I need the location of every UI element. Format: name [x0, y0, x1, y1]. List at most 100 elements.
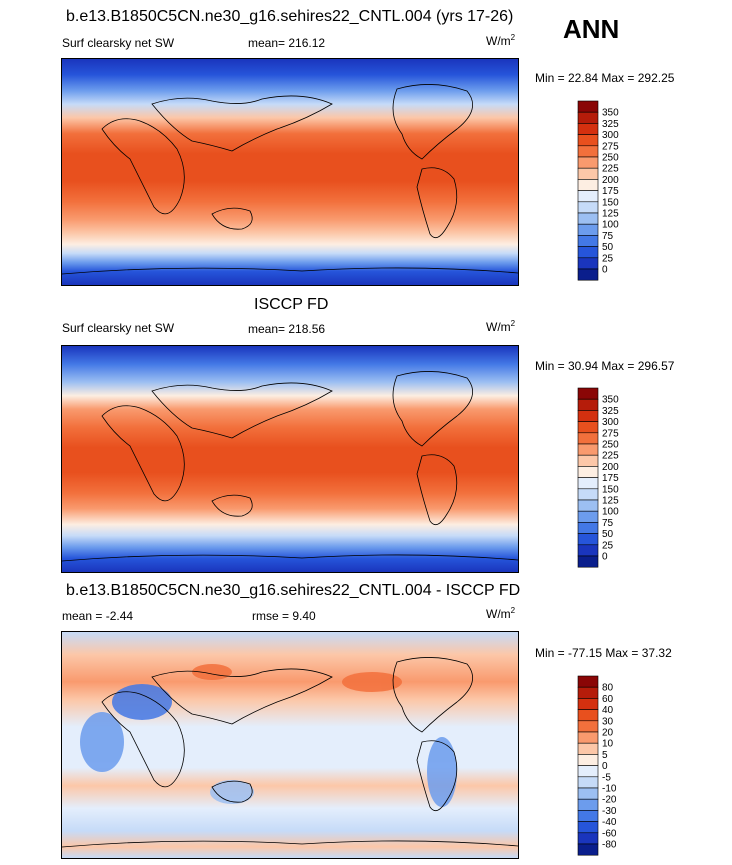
panel-obs-min-max: Min = 30.94 Max = 296.57 — [535, 359, 675, 373]
colorbar-level-label: 100 — [602, 507, 619, 518]
colorbar-box — [577, 720, 599, 733]
colorbar-box — [577, 798, 599, 811]
colorbar-box — [577, 268, 599, 281]
colorbar-level-label: 300 — [602, 417, 619, 428]
colorbar-level-label: 100 — [602, 220, 619, 231]
colorbar-box — [577, 787, 599, 800]
colorbar-level-label: 75 — [602, 518, 614, 529]
colorbar-box — [577, 156, 599, 169]
panel-model-min-max: Min = 22.84 Max = 292.25 — [535, 71, 675, 85]
colorbar-level-label: 250 — [602, 153, 619, 164]
panel-model-units: W/m2 — [486, 33, 516, 49]
colorbar-level-label: 175 — [602, 186, 619, 197]
colorbar-box — [577, 843, 599, 856]
colorbar-level-label: 325 — [602, 119, 619, 130]
colorbar-box — [577, 212, 599, 225]
colorbar-box — [577, 742, 599, 755]
colorbar-level-label: 40 — [602, 705, 614, 716]
panel-diff-title: b.e13.B1850C5CN.ne30_g16.sehires22_CNTL.… — [66, 582, 521, 599]
colorbar-level-label: 250 — [602, 440, 619, 451]
panel-obs-mean-label: mean= 218.56 — [248, 322, 326, 336]
colorbar-level-label: 150 — [602, 484, 619, 495]
colorbar-level-label: 150 — [602, 197, 619, 208]
colorbar-level-label: 0 — [602, 761, 608, 772]
colorbar-level-label: -5 — [602, 772, 611, 783]
colorbar-level-label: 225 — [602, 451, 619, 462]
colorbar-level-label: 175 — [602, 473, 619, 484]
colorbar-box — [577, 398, 599, 411]
panel-obs-colorbar: 350 325 300 275 250 225 200 175 150 125 100 75 50 25 0 — [577, 387, 658, 570]
colorbar-box — [577, 235, 599, 247]
colorbar-level-label: 20 — [602, 728, 614, 739]
colorbar-box — [577, 698, 599, 710]
colorbar-level-label: -30 — [602, 806, 617, 817]
colorbar-box — [577, 544, 599, 557]
colorbar-box — [577, 257, 599, 270]
colorbar-box — [577, 675, 599, 688]
colorbar-box — [577, 387, 599, 400]
colorbar-box — [577, 686, 599, 699]
panel-diff-rmse-label: rmse = 9.40 — [252, 609, 316, 623]
colorbar-level-label: 25 — [602, 540, 614, 551]
colorbar-level-label: 275 — [602, 428, 619, 439]
colorbar-box — [577, 765, 599, 778]
colorbar-level-label: -40 — [602, 817, 617, 828]
panel-obs-title: ISCCP FD — [254, 296, 329, 313]
colorbar-level-label: 60 — [602, 694, 614, 705]
season-label: ANN — [563, 14, 620, 44]
colorbar-box — [577, 776, 599, 789]
colorbar-box — [577, 454, 599, 467]
colorbar-box — [577, 421, 599, 434]
colorbar-box — [577, 709, 599, 722]
colorbar-level-label: 0 — [602, 552, 608, 563]
panel-diff-colorbar: 80 60 40 30 20 10 5 0 -5 -10 -20 -30 -40 -60 -80 — [577, 675, 658, 858]
colorbar-level-label: 200 — [602, 175, 619, 186]
panel-model-map — [61, 58, 519, 286]
colorbar-level-label: 10 — [602, 739, 614, 750]
panel-diff-min-max: Min = -77.15 Max = 37.32 — [535, 646, 672, 660]
colorbar-level-label: 75 — [602, 231, 614, 242]
colorbar-level-label: 125 — [602, 496, 619, 507]
colorbar-box — [577, 201, 599, 214]
colorbar-level-label: 200 — [602, 462, 619, 473]
colorbar-level-label: 30 — [602, 716, 614, 727]
colorbar-box — [577, 190, 599, 203]
colorbar-level-label: 80 — [602, 683, 614, 694]
panel-model-title: b.e13.B1850C5CN.ne30_g16.sehires22_CNTL.… — [66, 8, 514, 25]
colorbar-level-label: -10 — [602, 784, 617, 795]
colorbar-box — [577, 810, 599, 822]
colorbar-box — [577, 533, 599, 546]
panel-diff-units: W/m2 — [486, 606, 516, 622]
colorbar-level-label: 325 — [602, 406, 619, 417]
panel-model-colorbar: 350 325 300 275 250 225 200 175 150 125 100 75 50 25 0 — [577, 100, 658, 283]
colorbar-box — [577, 100, 599, 113]
colorbar-box — [577, 432, 599, 445]
colorbar-box — [577, 179, 599, 191]
colorbar-box — [577, 123, 599, 135]
colorbar-box — [577, 443, 599, 456]
panel-obs-map — [61, 345, 519, 573]
colorbar-level-label: 25 — [602, 253, 614, 264]
panel-diff-mean-label: mean = -2.44 — [62, 609, 134, 623]
panel-obs-left-label: Surf clearsky net SW — [62, 321, 175, 335]
panel-obs-units: W/m2 — [486, 319, 516, 335]
colorbar-level-label: -60 — [602, 828, 617, 839]
colorbar-level-label: 125 — [602, 209, 619, 220]
colorbar-level-label: 50 — [602, 242, 614, 253]
colorbar-level-label: -20 — [602, 795, 617, 806]
colorbar-box — [577, 488, 599, 501]
panel-model-mean-label: mean= 216.12 — [248, 36, 326, 50]
colorbar-level-label: 350 — [602, 108, 619, 119]
colorbar-box — [577, 499, 599, 512]
colorbar-level-label: 350 — [602, 395, 619, 406]
colorbar-box — [577, 134, 599, 147]
colorbar-level-label: 225 — [602, 164, 619, 175]
colorbar-level-label: 50 — [602, 529, 614, 540]
colorbar-box — [577, 555, 599, 568]
colorbar-level-label: 275 — [602, 141, 619, 152]
colorbar-level-label: 300 — [602, 130, 619, 141]
colorbar-box — [577, 522, 599, 534]
colorbar-level-label: 0 — [602, 265, 608, 276]
colorbar-box — [577, 821, 599, 834]
colorbar-box — [577, 477, 599, 490]
